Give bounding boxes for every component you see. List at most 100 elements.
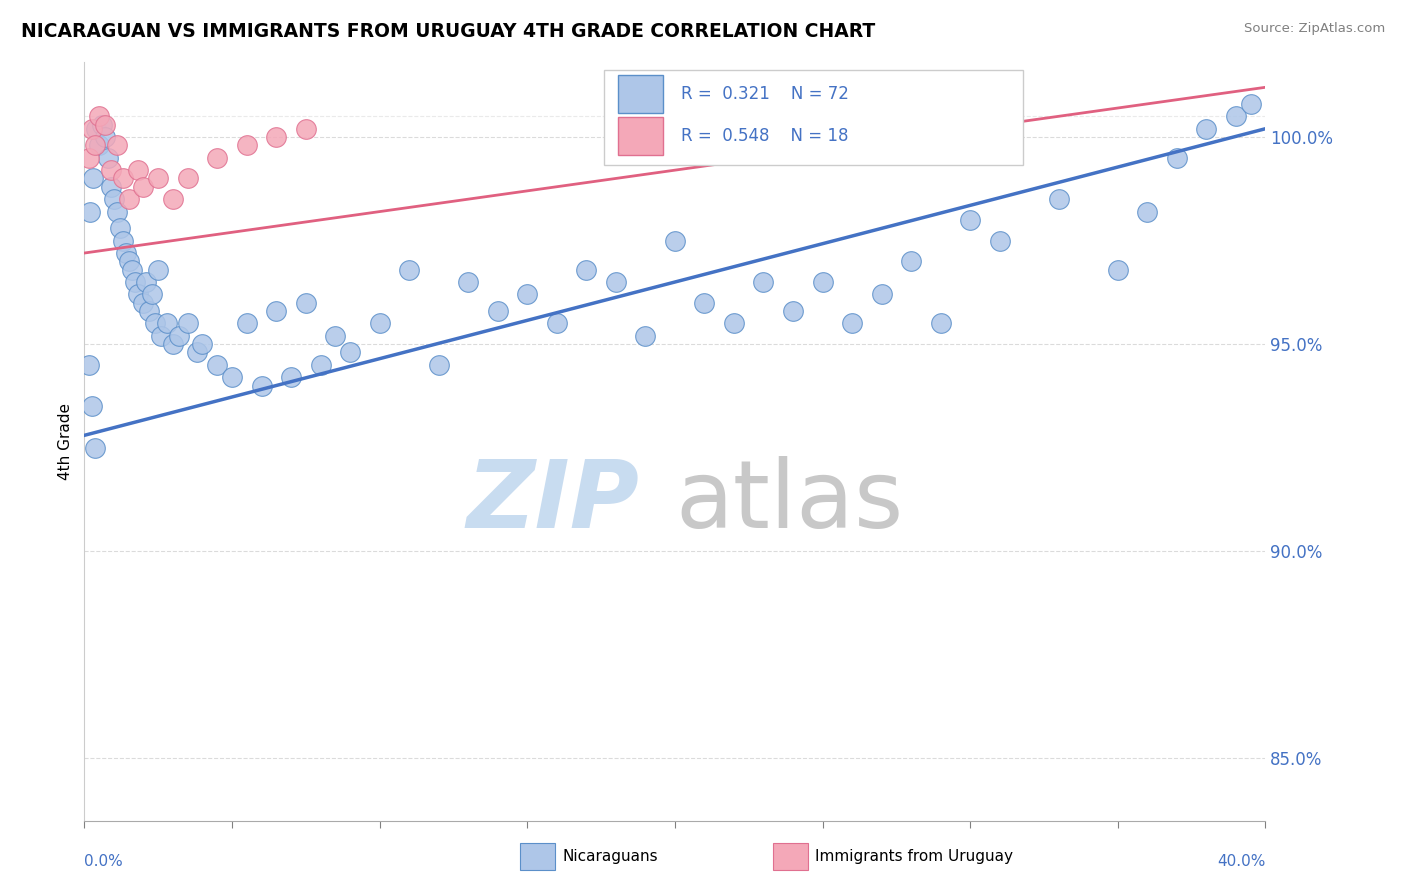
Point <box>693 295 716 310</box>
Point <box>664 234 686 248</box>
Point <box>87 138 111 153</box>
Point <box>141 287 163 301</box>
Point <box>77 151 100 165</box>
Point <box>79 204 101 219</box>
Point <box>900 254 922 268</box>
Point <box>339 345 361 359</box>
Point <box>114 246 136 260</box>
Point <box>167 329 190 343</box>
Point <box>236 317 259 331</box>
Point <box>457 275 479 289</box>
Point <box>132 179 155 194</box>
Point <box>91 118 114 132</box>
FancyBboxPatch shape <box>605 70 1024 165</box>
Y-axis label: 4th Grade: 4th Grade <box>58 403 73 480</box>
Point <box>82 171 104 186</box>
Point <box>127 163 149 178</box>
Point <box>575 262 598 277</box>
Text: Source: ZipAtlas.com: Source: ZipAtlas.com <box>1244 22 1385 36</box>
Point <box>605 275 627 289</box>
Point <box>266 304 288 318</box>
Point <box>100 179 122 194</box>
Text: NICARAGUAN VS IMMIGRANTS FROM URUGUAY 4TH GRADE CORRELATION CHART: NICARAGUAN VS IMMIGRANTS FROM URUGUAY 4T… <box>21 22 876 41</box>
Point <box>191 337 214 351</box>
Text: Nicaraguans: Nicaraguans <box>562 849 658 863</box>
Point <box>121 262 143 277</box>
Point <box>118 254 141 268</box>
Point <box>87 109 111 123</box>
Point <box>723 317 745 331</box>
Point <box>811 275 834 289</box>
Point <box>1166 151 1188 165</box>
Point <box>546 317 568 331</box>
FancyBboxPatch shape <box>619 118 664 155</box>
Point <box>782 304 804 318</box>
Point <box>105 138 128 153</box>
Point <box>177 171 200 186</box>
Point <box>368 317 391 331</box>
Point <box>295 121 318 136</box>
Point <box>118 192 141 206</box>
Point <box>236 138 259 153</box>
Point <box>97 151 120 165</box>
Point <box>634 329 657 343</box>
Point <box>80 400 103 414</box>
Text: R =  0.548    N = 18: R = 0.548 N = 18 <box>681 128 848 145</box>
Point <box>108 221 131 235</box>
Point <box>427 358 450 372</box>
Text: 0.0%: 0.0% <box>84 854 124 869</box>
Point <box>135 275 157 289</box>
Point <box>398 262 420 277</box>
Point <box>309 358 332 372</box>
Point <box>111 234 134 248</box>
Point <box>83 138 105 153</box>
Point <box>162 337 184 351</box>
Point <box>148 171 170 186</box>
Point <box>1240 96 1263 111</box>
Point <box>177 317 200 331</box>
Point <box>103 192 125 206</box>
Point <box>841 317 863 331</box>
Point <box>94 118 117 132</box>
Point <box>959 213 981 227</box>
Point <box>162 192 184 206</box>
Point <box>516 287 538 301</box>
Point <box>250 378 273 392</box>
Point <box>83 441 105 455</box>
Point <box>295 295 318 310</box>
Point <box>1047 192 1070 206</box>
Point <box>143 317 166 331</box>
Point <box>207 151 229 165</box>
Point <box>132 295 155 310</box>
Point <box>94 130 117 145</box>
Text: R =  0.321    N = 72: R = 0.321 N = 72 <box>681 85 849 103</box>
Point <box>156 317 179 331</box>
Point <box>138 304 160 318</box>
Point <box>870 287 893 301</box>
Point <box>150 329 173 343</box>
Point <box>486 304 509 318</box>
Point <box>124 275 146 289</box>
FancyBboxPatch shape <box>619 75 664 112</box>
Point <box>127 287 149 301</box>
Point <box>929 317 952 331</box>
Point <box>1136 204 1159 219</box>
Point <box>280 370 302 384</box>
Point <box>100 163 122 178</box>
Point <box>207 358 229 372</box>
Text: 40.0%: 40.0% <box>1218 854 1265 869</box>
Point <box>988 234 1011 248</box>
Text: ZIP: ZIP <box>467 456 640 549</box>
Text: atlas: atlas <box>675 456 903 549</box>
Point <box>105 204 128 219</box>
Point <box>84 121 107 136</box>
Point <box>186 345 208 359</box>
Point <box>80 121 103 136</box>
Point <box>148 262 170 277</box>
Point <box>1195 121 1218 136</box>
Point <box>266 130 288 145</box>
Point <box>1107 262 1129 277</box>
Point <box>1225 109 1247 123</box>
Point <box>77 358 100 372</box>
Point <box>221 370 243 384</box>
